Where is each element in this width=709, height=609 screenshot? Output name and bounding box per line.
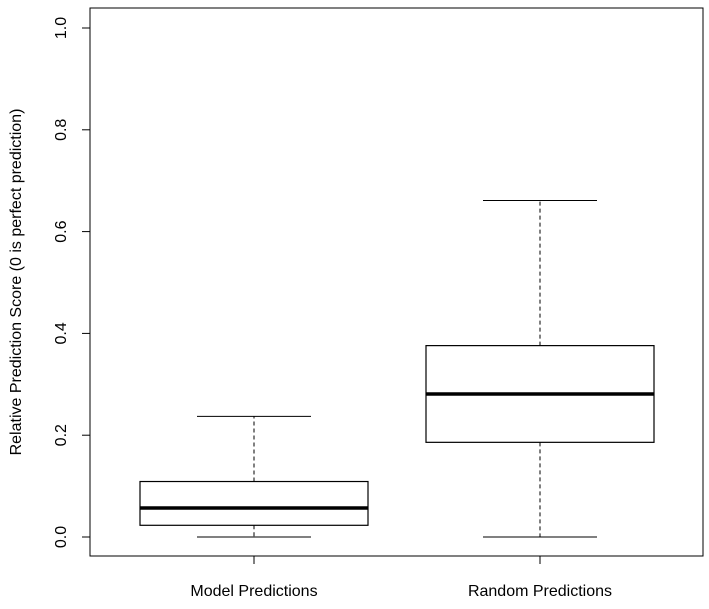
y-axis-label: Relative Prediction Score (0 is perfect … bbox=[8, 109, 25, 456]
y-axis: 0.0 0.2 0.4 0.6 0.8 1.0 bbox=[53, 17, 91, 548]
y-tick-label: 0.0 bbox=[53, 526, 70, 548]
y-tick-label: 0.2 bbox=[53, 424, 70, 446]
interquartile-box bbox=[139, 480, 369, 526]
box-2 bbox=[425, 200, 655, 538]
x-tick-label: Model Predictions bbox=[190, 583, 317, 600]
x-axis: Model Predictions Random Predictions bbox=[190, 555, 612, 600]
boxes bbox=[139, 200, 655, 538]
plot-frame bbox=[89, 7, 704, 557]
x-tick-label: Random Predictions bbox=[468, 583, 612, 600]
y-tick-label: 1.0 bbox=[53, 17, 70, 39]
y-tick-label: 0.6 bbox=[53, 220, 70, 242]
box-1 bbox=[139, 415, 369, 538]
y-tick-label: 0.8 bbox=[53, 119, 70, 141]
y-tick-label: 0.4 bbox=[53, 322, 70, 344]
